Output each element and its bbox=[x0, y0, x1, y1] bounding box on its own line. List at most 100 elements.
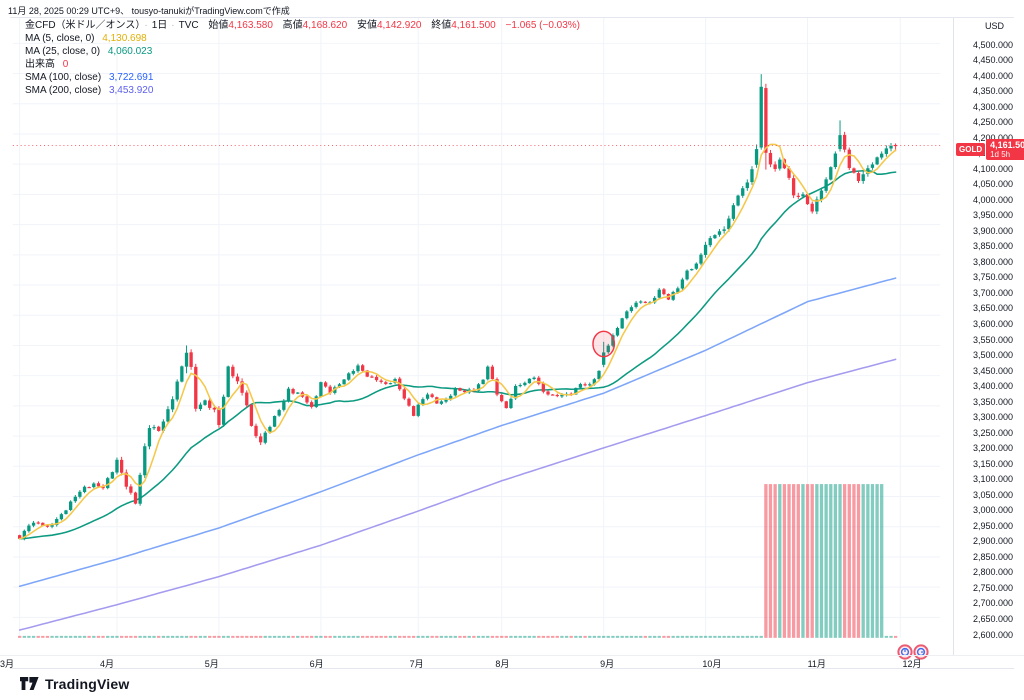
ma5-line bbox=[18, 143, 897, 540]
month-tick-label: 10月 bbox=[702, 659, 722, 669]
price-tick-label: 3,950.000 bbox=[972, 210, 1013, 221]
price-tick-label: 2,950.000 bbox=[972, 520, 1013, 531]
sma100-line bbox=[18, 277, 897, 588]
price-tick-label: 3,400.000 bbox=[972, 381, 1013, 392]
change-value: −1.065 (−0.03%) bbox=[505, 20, 581, 31]
tradingview-logo[interactable]: TradingView bbox=[20, 676, 129, 692]
price-tick-label: 2,700.000 bbox=[972, 598, 1013, 609]
month-tick-label: 6月 bbox=[309, 659, 324, 669]
price-tick-label: 4,050.000 bbox=[972, 179, 1013, 190]
indicator-value: 3,453.920 bbox=[108, 85, 154, 96]
price-tick-label: 2,600.000 bbox=[972, 629, 1013, 640]
price-tick-label: 3,500.000 bbox=[972, 350, 1013, 361]
month-tick-label: 12月 bbox=[902, 659, 922, 669]
price-countdown-box: 4,161.500 1d 5h bbox=[986, 139, 1024, 161]
separator: · bbox=[171, 20, 175, 31]
price-tick-label: 4,250.000 bbox=[972, 117, 1013, 128]
price-tick-label: 3,450.000 bbox=[972, 365, 1013, 376]
pane-border-bottom bbox=[10, 668, 1014, 669]
sma200-line bbox=[18, 358, 897, 631]
price-tick-label: 2,800.000 bbox=[972, 567, 1013, 578]
price-tick-label: 3,650.000 bbox=[972, 303, 1013, 314]
price-tick-label: 4,400.000 bbox=[972, 70, 1013, 81]
grid-lines bbox=[12, 18, 941, 638]
price-tick-label: 3,550.000 bbox=[972, 334, 1013, 345]
high-value: 4,168.620 bbox=[302, 20, 348, 31]
time-axis[interactable]: 3月 4月 5月 6月 7月 8月 9月 10月 11月 12月 bbox=[0, 656, 953, 669]
indicator-value: 4,130.698 bbox=[102, 33, 147, 44]
candles-layer bbox=[17, 74, 898, 541]
clock-stamp-icon bbox=[897, 644, 913, 660]
price-tick-label: 2,750.000 bbox=[972, 582, 1013, 593]
last-price: 4,161.500 bbox=[990, 140, 1024, 151]
indicator-row-volume: 出来高 0 bbox=[25, 59, 580, 71]
currency-label: USD bbox=[984, 21, 1004, 31]
price-chart-canvas[interactable] bbox=[0, 18, 953, 668]
indicator-value: 4,060.023 bbox=[107, 46, 153, 57]
price-tick-label: 3,700.000 bbox=[972, 287, 1013, 298]
price-tick-label: 3,200.000 bbox=[972, 443, 1013, 454]
price-tick-label: 4,100.000 bbox=[972, 163, 1013, 174]
indicator-label: 出来高 bbox=[25, 59, 55, 70]
price-axis[interactable]: USD 2,600.000 2,650.000 2,700.000 2,750.000… bbox=[954, 18, 1024, 655]
tradingview-wordmark: TradingView bbox=[45, 676, 130, 692]
close-value: 4,161.500 bbox=[451, 20, 496, 31]
month-tick-label: 5月 bbox=[204, 659, 219, 669]
indicator-label: SMA (200, close) bbox=[25, 85, 102, 96]
price-tick-label: 4,300.000 bbox=[972, 101, 1013, 112]
price-tick-label: 3,850.000 bbox=[972, 241, 1013, 252]
price-tick-label: 2,900.000 bbox=[972, 536, 1013, 547]
price-tick-label: 4,000.000 bbox=[972, 194, 1013, 205]
month-tick-label: 4月 bbox=[100, 659, 115, 669]
highlight-circle-annotation bbox=[592, 330, 616, 358]
time-axis-separator bbox=[0, 655, 1024, 656]
price-tick-label: 3,350.000 bbox=[972, 396, 1013, 407]
interval-label: 1日 bbox=[151, 20, 168, 31]
close-label: 終値 bbox=[431, 20, 452, 31]
volume-bars bbox=[17, 484, 898, 638]
price-tick-label: 3,250.000 bbox=[972, 427, 1013, 438]
indicator-label: SMA (100, close) bbox=[25, 72, 102, 83]
month-tick-label: 7月 bbox=[409, 659, 424, 669]
price-tick-label: 3,150.000 bbox=[972, 458, 1013, 469]
current-price-badge: GOLD 4,161.500 1d 5h bbox=[956, 139, 1024, 161]
chart-legend: 金CFD（米ドル／オンス） · 1日 · TVC 始値4,163.580 高値4,168… bbox=[25, 20, 580, 98]
month-tick-label: 9月 bbox=[600, 659, 615, 669]
price-tick-label: 3,100.000 bbox=[972, 474, 1013, 485]
price-tick-label: 4,200.000 bbox=[972, 132, 1013, 143]
bar-countdown: 1d 5h bbox=[990, 150, 1011, 160]
exchange-label: TVC bbox=[178, 20, 199, 31]
pane-border-top bbox=[10, 17, 1014, 18]
indicator-label: MA (25, close, 0) bbox=[25, 46, 101, 57]
indicator-row-sma100: SMA (100, close) 3,722.691 bbox=[25, 72, 580, 84]
symbol-header-row: 金CFD（米ドル／オンス） · 1日 · TVC 始値4,163.580 高値4,168… bbox=[25, 20, 580, 32]
symbol-chip: GOLD bbox=[956, 143, 986, 157]
indicator-row-sma200: SMA (200, close) 3,453.920 bbox=[25, 85, 580, 97]
price-tick-label: 4,450.000 bbox=[972, 55, 1013, 66]
price-tick-label: 2,850.000 bbox=[972, 551, 1013, 562]
month-tick-label: 8月 bbox=[495, 659, 510, 669]
price-tick-label: 3,000.000 bbox=[972, 505, 1013, 516]
separator: · bbox=[144, 20, 148, 31]
low-label: 安値 bbox=[356, 20, 377, 31]
indicator-value: 3,722.691 bbox=[108, 72, 154, 83]
open-value: 4,163.580 bbox=[228, 20, 273, 31]
low-value: 4,142.920 bbox=[376, 20, 422, 31]
open-label: 始値 bbox=[208, 20, 229, 31]
indicator-row-ma25: MA (25, close, 0) 4,060.023 bbox=[25, 46, 580, 58]
high-label: 高値 bbox=[282, 20, 303, 31]
price-tick-label: 2,650.000 bbox=[972, 613, 1013, 624]
attribution-text: 11月 28, 2025 00:29 UTC+9、 tousyo-tanukiが… bbox=[8, 6, 290, 16]
price-tick-label: 3,750.000 bbox=[972, 272, 1013, 283]
indicator-value: 0 bbox=[62, 59, 69, 70]
month-tick-label: 11月 bbox=[807, 659, 826, 669]
price-tick-label: 3,300.000 bbox=[972, 412, 1013, 423]
tradingview-mark-icon bbox=[20, 677, 39, 690]
month-tick-label: 3月 bbox=[0, 659, 15, 669]
price-tick-label: 4,350.000 bbox=[972, 86, 1013, 97]
ma25-line bbox=[18, 169, 897, 540]
price-tick-label: 3,800.000 bbox=[972, 256, 1013, 267]
price-axis-separator bbox=[953, 18, 954, 655]
price-tick-label: 4,500.000 bbox=[972, 39, 1013, 50]
